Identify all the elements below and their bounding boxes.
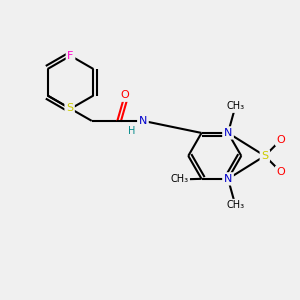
Text: F: F xyxy=(67,51,74,61)
Text: N: N xyxy=(224,128,232,138)
Text: CH₃: CH₃ xyxy=(226,200,244,210)
Text: CH₃: CH₃ xyxy=(226,101,244,111)
Text: O: O xyxy=(120,90,129,100)
Text: S: S xyxy=(66,103,73,113)
Text: O: O xyxy=(277,135,285,145)
Text: CH₃: CH₃ xyxy=(170,174,188,184)
Text: O: O xyxy=(277,167,285,177)
Text: N: N xyxy=(224,174,232,184)
Text: S: S xyxy=(261,151,268,161)
Text: N: N xyxy=(139,116,147,126)
Text: H: H xyxy=(128,126,135,136)
